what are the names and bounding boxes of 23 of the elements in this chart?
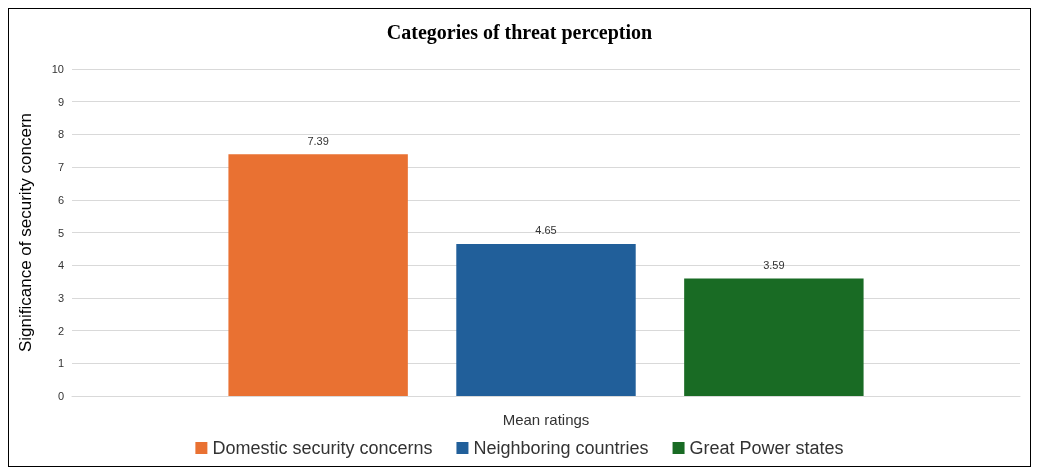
data-label: 3.59 <box>763 259 785 272</box>
data-label: 4.65 <box>535 224 557 237</box>
bar <box>684 278 864 396</box>
y-tick-label: 5 <box>57 226 64 239</box>
y-tick-label: 1 <box>57 357 64 370</box>
legend-label: Great Power states <box>689 438 844 458</box>
bar <box>228 154 408 396</box>
y-tick-label: 10 <box>51 63 64 75</box>
legend-label: Domestic security concerns <box>212 438 433 458</box>
y-tick-label: 0 <box>57 390 64 402</box>
y-axis-title: Significance of security concern <box>16 112 35 353</box>
x-tick-label: Mean ratings <box>502 411 590 428</box>
chart-title: Categories of threat perception <box>386 21 653 44</box>
y-tick-label: 7 <box>57 161 64 174</box>
data-label: 7.39 <box>307 134 329 147</box>
y-tick-label: 2 <box>57 324 64 337</box>
y-tick-label: 6 <box>57 193 64 206</box>
y-tick-label: 8 <box>57 128 64 141</box>
legend-label: Neighboring countries <box>473 438 649 458</box>
y-tick-label: 3 <box>57 291 64 304</box>
y-tick-label: 4 <box>57 259 64 272</box>
y-tick-label: 9 <box>57 95 64 108</box>
bar <box>456 243 636 396</box>
